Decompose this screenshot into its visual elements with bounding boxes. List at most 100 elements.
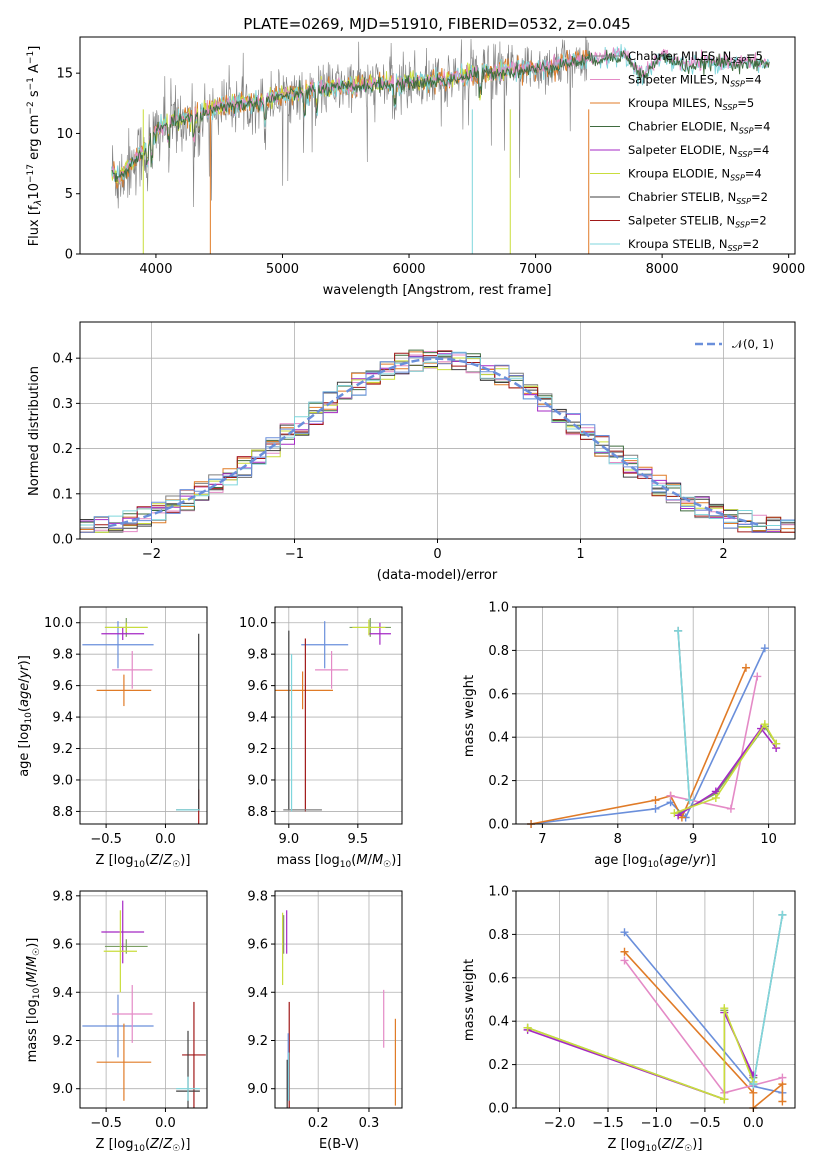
errorbar-point — [82, 621, 154, 669]
x-tick-label: 0.0 — [155, 1116, 176, 1131]
age-vs-mass-frame — [274, 606, 403, 825]
weight-series-line — [674, 722, 777, 814]
weight-series-line — [623, 931, 783, 1094]
spectrum-panel: 4000 5000 6000 7000 8000 9000 0 5 10 15 wavelengt… — [26, 36, 805, 298]
mass-vs-EBV-frame — [274, 890, 403, 1109]
x-tick-label: −0.5 — [689, 1116, 721, 1131]
mass-vs-Z-frame — [79, 890, 208, 1109]
residuals-legend: 𝒩(0, 1) — [695, 337, 774, 351]
legend-label: Salpeter STELIB, NSSP=2 — [628, 214, 767, 230]
errorbar-point — [182, 1001, 206, 1108]
weight-marker — [726, 804, 735, 813]
weight-marker — [666, 791, 675, 800]
x-tick-label: 5000 — [266, 262, 299, 277]
y-tick-label: 1.0 — [488, 885, 509, 900]
residual-histograms — [80, 349, 795, 533]
x-tick-label: 10 — [760, 832, 777, 847]
spectrum-legend: Chabrier MILES, NSSP=5 Salpeter MILES, NS… — [590, 49, 770, 253]
y-tick-label: 0.3 — [52, 397, 73, 412]
age-vs-Z-panel: −0.5 0.0 8.8 9.0 9.2 9.4 9.6 9.8 10.0 Z [log10(Z… — [17, 606, 208, 870]
y-tick-label: 10.0 — [239, 616, 268, 631]
weight-vs-age-panel: 7 8 9 10 0.0 0.2 0.4 0.6 0.8 1.0 age [log10(age/y… — [462, 601, 796, 870]
weight-marker — [523, 1023, 532, 1032]
mass-vs-Z-errorbars — [82, 900, 206, 1108]
x-tick-label: 9000 — [772, 262, 805, 277]
errorbar-point — [104, 622, 148, 633]
legend-label: Chabrier ELODIE, NSSP=4 — [628, 120, 770, 136]
y-tick-label: 0.6 — [488, 971, 509, 986]
weight-marker — [778, 1097, 787, 1106]
errorbar-point — [368, 622, 391, 645]
mass-vs-EBV-xlabel: E(B-V) — [319, 1137, 359, 1152]
x-tick-label: 4000 — [139, 262, 172, 277]
mass-vs-Z-panel: −0.5 0.0 9.0 9.2 9.4 9.6 9.8 Z [log10(Z/Z☉)] m… — [25, 889, 208, 1154]
y-tick-label: 9.4 — [52, 711, 73, 726]
weight-vs-age-frame — [515, 606, 796, 825]
y-tick-label: 10.0 — [44, 616, 73, 631]
weight-series-line — [527, 1007, 755, 1101]
y-tick-label: 15 — [56, 67, 73, 82]
errorbar-point — [112, 985, 153, 1043]
x-tick-label: 6000 — [392, 262, 425, 277]
weight-marker — [620, 956, 629, 965]
x-tick-label: 0.3 — [359, 1116, 380, 1131]
mass-vs-EBV-errorbars — [282, 910, 396, 1108]
weight-vs-age-ylabel: mass weight — [462, 675, 477, 757]
weight-vs-Z-frame — [515, 890, 796, 1109]
legend-label: Kroupa STELIB, NSSP=2 — [628, 237, 759, 253]
weight-marker — [778, 1073, 787, 1082]
y-tick-label: 9.8 — [247, 889, 268, 904]
age-vs-mass-errorbars — [275, 618, 391, 812]
model-spectrum-line — [111, 44, 770, 185]
y-tick-label: 10 — [56, 127, 73, 142]
x-tick-label: −2.0 — [544, 1116, 576, 1131]
weight-marker — [674, 626, 683, 635]
model-spectrum-line — [111, 47, 770, 184]
x-tick-label: 9 — [689, 832, 697, 847]
x-tick-label: 0.2 — [308, 1116, 329, 1131]
weight-series-line — [531, 647, 766, 825]
y-tick-label: 9.4 — [247, 711, 268, 726]
age-vs-mass-xlabel: mass [log10(M/M☉)] — [277, 853, 402, 870]
y-tick-label: 9.0 — [247, 773, 268, 788]
weight-marker — [711, 793, 720, 802]
weight-vs-Z-ylabel: mass weight — [462, 959, 477, 1041]
spectrum-ylabel: Flux [fλ10−17 erg cm−2 s−1 A−1] — [26, 46, 44, 247]
y-tick-label: 0.4 — [52, 352, 73, 367]
y-tick-label: 9.6 — [52, 938, 73, 953]
y-tick-label: 0.0 — [488, 1102, 509, 1117]
y-tick-label: 0 — [65, 248, 73, 263]
y-tick-label: 9.8 — [52, 648, 73, 663]
y-tick-label: 9.4 — [52, 986, 73, 1001]
errorbar-point — [96, 674, 152, 707]
weight-series-line — [530, 667, 747, 825]
x-tick-label: −0.5 — [90, 1116, 122, 1131]
weight-vs-age-xlabel: age [log10(age/yr)] — [594, 853, 716, 870]
weight-vs-age-lines — [527, 626, 781, 828]
residuals-panel: −2 −1 0 1 2 0.0 0.1 0.2 0.3 0.4 (data-model)/erro… — [27, 321, 796, 583]
y-tick-label: 9.8 — [247, 648, 268, 663]
y-tick-label: 5 — [65, 187, 73, 202]
x-tick-label: 0.0 — [743, 1116, 764, 1131]
legend-label: Kroupa MILES, NSSP=5 — [628, 96, 754, 112]
age-vs-Z-frame — [79, 606, 208, 825]
x-tick-label: 0.0 — [155, 832, 176, 847]
errorbar-point — [103, 910, 137, 993]
y-tick-label: 9.2 — [52, 1034, 73, 1049]
x-tick-label: 9.0 — [278, 832, 299, 847]
weight-marker — [741, 663, 750, 672]
y-tick-label: 1.0 — [488, 601, 509, 616]
y-tick-label: 9.0 — [247, 1082, 268, 1097]
y-tick-label: 9.2 — [247, 742, 268, 757]
spectrum-lines — [111, 37, 770, 254]
weight-marker — [749, 1088, 758, 1097]
y-tick-label: 0.4 — [488, 1015, 509, 1030]
age-vs-Z-xlabel: Z [log10(Z/Z☉)] — [96, 853, 191, 870]
y-tick-label: 8.8 — [52, 805, 73, 820]
weight-marker — [760, 720, 769, 729]
y-tick-label: 0.2 — [488, 1058, 509, 1073]
model-spectrum-line — [111, 49, 770, 183]
y-tick-label: 9.4 — [247, 986, 268, 1001]
residual-histogram — [80, 350, 795, 533]
